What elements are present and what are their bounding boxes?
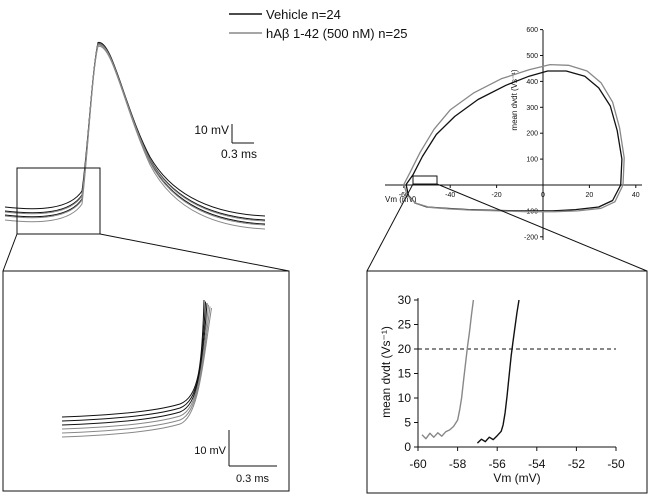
thr-x-tick-label: -58 xyxy=(449,457,467,471)
thr-y-tick-label: 25 xyxy=(398,318,412,332)
connector-left xyxy=(2,233,18,272)
thr-x-tick-label: -50 xyxy=(607,457,625,471)
thr-y-tick-label: 0 xyxy=(404,440,411,454)
thr-ticks: -60 -58 -56 -54 -52 -50 0 5 10 15 20 25 30 xyxy=(398,293,625,471)
ap-trace-vehicle xyxy=(4,41,266,217)
ap-trace-abeta xyxy=(4,44,266,226)
thr-curve-vehicle xyxy=(476,299,520,444)
thr-x-tick-label: -60 xyxy=(409,457,427,471)
thr-y-tick-label: 20 xyxy=(398,342,412,356)
inset-trace-vehicle xyxy=(61,303,208,426)
ap-trace-abeta xyxy=(4,43,266,222)
main-scalebar-t-label: 0.3 ms xyxy=(221,147,257,161)
inset-traces xyxy=(61,299,212,438)
main-zoom-box xyxy=(16,167,101,235)
phase-x-tick-label: 40 xyxy=(632,192,640,199)
ap-traces xyxy=(4,41,266,230)
legend: Vehicle n=24 hAβ 1-42 (500 nM) n=25 xyxy=(229,7,408,41)
legend-abeta-label: hAβ 1-42 (500 nM) n=25 xyxy=(266,26,408,41)
phase-x-tick-label: 20 xyxy=(586,192,594,199)
thr-curve-abeta xyxy=(421,299,475,440)
phase-connector-right xyxy=(436,183,648,272)
phase-curves xyxy=(403,63,625,213)
inset-panel-frame xyxy=(2,270,290,492)
phase-plot: -60 -40 -20 0 20 40600500400300200100-100-200… xyxy=(385,27,642,241)
phase-x-tick-label: -60 xyxy=(399,192,409,199)
phase-y-tick-label: 600 xyxy=(526,27,538,34)
main-scalebar-v-label: 10 mV xyxy=(194,123,229,137)
thr-y-tick-label: 5 xyxy=(404,416,411,430)
phase-y-tick-label: 400 xyxy=(526,79,538,86)
inset-trace-abeta xyxy=(61,306,211,434)
legend-vehicle-label: Vehicle n=24 xyxy=(266,7,341,22)
phase-y-tick-label: 500 xyxy=(526,53,538,60)
inset-trace-abeta xyxy=(61,307,212,438)
threshold-inset-frame xyxy=(366,270,648,494)
inset-trace-abeta xyxy=(61,304,209,430)
thr-curves xyxy=(421,299,520,444)
inset-trace-vehicle xyxy=(61,299,205,418)
inset-scalebar-t-label: 0.3 ms xyxy=(236,473,270,485)
phase-connector-left xyxy=(366,183,414,272)
thr-x-tick-label: -54 xyxy=(528,457,546,471)
phase-x-label: Vm (mV) xyxy=(385,195,417,204)
ap-trace-abeta xyxy=(4,45,266,230)
thr-x-label: Vm (mV) xyxy=(493,471,540,485)
inset-trace-vehicle xyxy=(61,301,206,422)
thr-x-tick-label: -52 xyxy=(568,457,586,471)
inset-scalebar: 10 mV 0.3 ms xyxy=(194,430,277,485)
threshold-chart: -60 -58 -56 -54 -52 -50 0 5 10 15 20 25 30 Vm (mV) m… xyxy=(379,293,625,485)
phase-y-tick-label: 300 xyxy=(526,105,538,112)
main-scalebar: 10 mV 0.3 ms xyxy=(194,123,257,161)
phase-y-tick-label: 100 xyxy=(526,157,538,164)
thr-x-tick-label: -56 xyxy=(489,457,507,471)
phase-x-tick-label: -40 xyxy=(445,192,455,199)
thr-y-label: mean dvdt (Vs⁻¹) xyxy=(379,326,393,418)
phase-curve-abeta xyxy=(403,63,625,213)
phase-y-tick-label: -200 xyxy=(524,234,538,241)
phase-x-tick-label: -20 xyxy=(492,192,502,199)
thr-y-tick-label: 30 xyxy=(398,293,412,307)
phase-x-tick-label: 0 xyxy=(541,192,545,199)
phase-y-label: mean dvdt (Vs⁻¹) xyxy=(510,69,519,130)
thr-y-tick-label: 15 xyxy=(398,367,412,381)
phase-y-tick-label: 200 xyxy=(526,131,538,138)
thr-y-tick-label: 10 xyxy=(398,391,412,405)
connector-right xyxy=(99,233,290,272)
phase-zoom-box xyxy=(412,175,438,185)
inset-scalebar-v-label: 10 mV xyxy=(194,445,226,457)
